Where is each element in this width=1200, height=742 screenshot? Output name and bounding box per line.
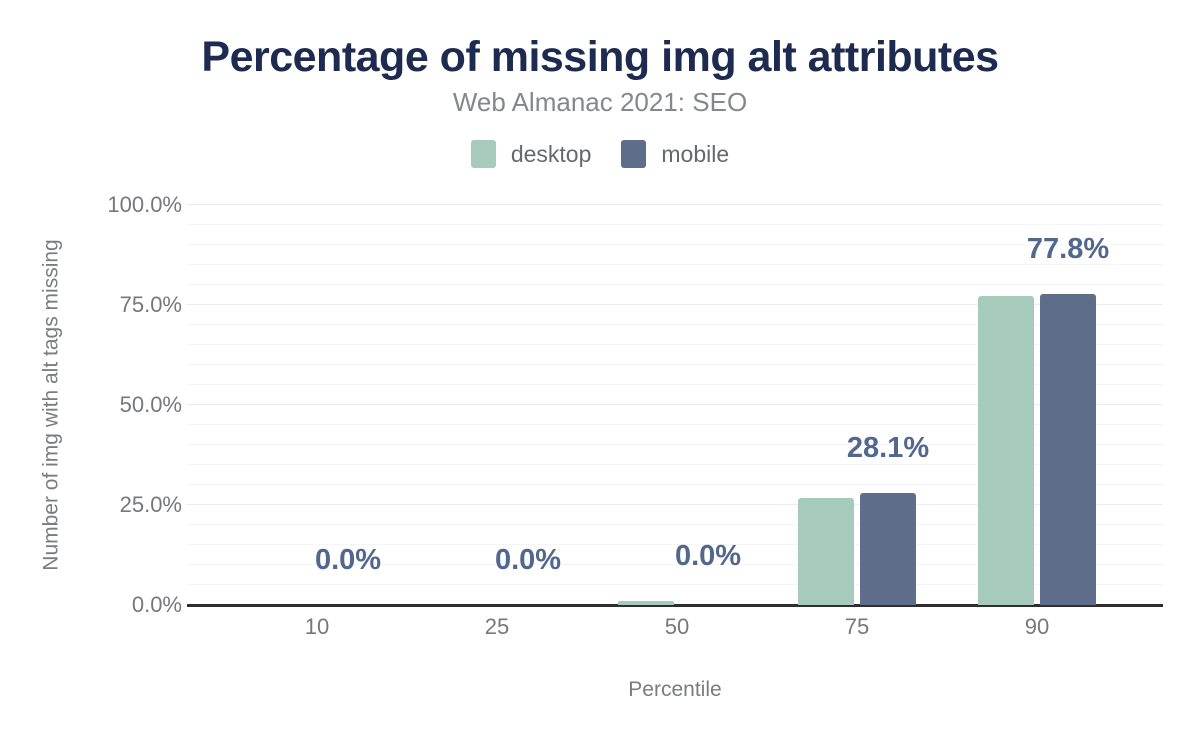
- desktop-swatch-icon: [470, 140, 496, 168]
- x-axis-title: Percentile: [628, 678, 722, 701]
- bar-desktop-p75[interactable]: [798, 497, 854, 605]
- plot-area: 0.0% 0.0% 0.0% 28.1% 77.8%: [187, 204, 1163, 607]
- chart-subtitle: Web Almanac 2021: SEO: [452, 87, 748, 117]
- legend-label-desktop: desktop: [510, 140, 592, 167]
- grid-line-minor: [187, 264, 1163, 265]
- data-label-p90: 77.8%: [1026, 232, 1110, 265]
- bar-desktop-p50[interactable]: [618, 601, 674, 605]
- bar-desktop-p90[interactable]: [978, 296, 1034, 605]
- grid-line-minor: [187, 324, 1163, 325]
- legend-item-desktop[interactable]: desktop: [470, 140, 592, 168]
- data-label-p50: 0.0%: [674, 540, 742, 573]
- grid-line-major: [187, 204, 1163, 205]
- grid-line-minor: [187, 364, 1163, 365]
- grid-line-major: [187, 304, 1163, 305]
- grid-line-minor: [187, 424, 1163, 425]
- grid-line-minor: [187, 484, 1163, 485]
- x-tick-label-50: 50: [664, 614, 690, 639]
- grid-line-minor: [187, 444, 1163, 445]
- grid-line-minor: [187, 284, 1163, 285]
- legend: desktop mobile: [0, 140, 1200, 168]
- grid-line-major: [187, 504, 1163, 505]
- y-tick-label: 75.0%: [119, 292, 182, 317]
- legend-label-mobile: mobile: [661, 140, 730, 167]
- bar-mobile-p75[interactable]: [860, 492, 916, 605]
- grid-line-minor: [187, 224, 1163, 225]
- chart-title: Percentage of missing img alt attributes: [201, 33, 999, 81]
- grid-line-minor: [187, 244, 1163, 245]
- grid-line-minor: [187, 344, 1163, 345]
- grid-line-major: [187, 404, 1163, 405]
- x-tick-label-25: 25: [484, 614, 510, 639]
- grid-line-minor: [187, 464, 1163, 465]
- grid-line-minor: [187, 384, 1163, 385]
- grid-line-minor: [187, 524, 1163, 525]
- y-tick-label: 0.0%: [131, 592, 182, 617]
- data-label-p10: 0.0%: [314, 544, 382, 576]
- x-tick-label-90: 90: [1024, 614, 1050, 639]
- x-tick-label-10: 10: [304, 614, 330, 639]
- bar-mobile-p90[interactable]: [1040, 293, 1096, 605]
- mobile-swatch-icon: [621, 140, 647, 168]
- data-label-p25: 0.0%: [494, 544, 562, 576]
- legend-item-mobile[interactable]: mobile: [621, 140, 729, 168]
- grid-line-minor: [187, 564, 1163, 565]
- y-tick-label: 25.0%: [119, 492, 182, 517]
- grid-line-minor: [187, 544, 1163, 545]
- y-tick-label: 50.0%: [119, 392, 182, 417]
- y-tick-label: 100.0%: [107, 192, 182, 217]
- x-tick-label-75: 75: [844, 614, 870, 639]
- grid-line-minor: [187, 584, 1163, 585]
- x-axis-line: [187, 604, 1163, 607]
- data-label-p75: 28.1%: [846, 431, 930, 464]
